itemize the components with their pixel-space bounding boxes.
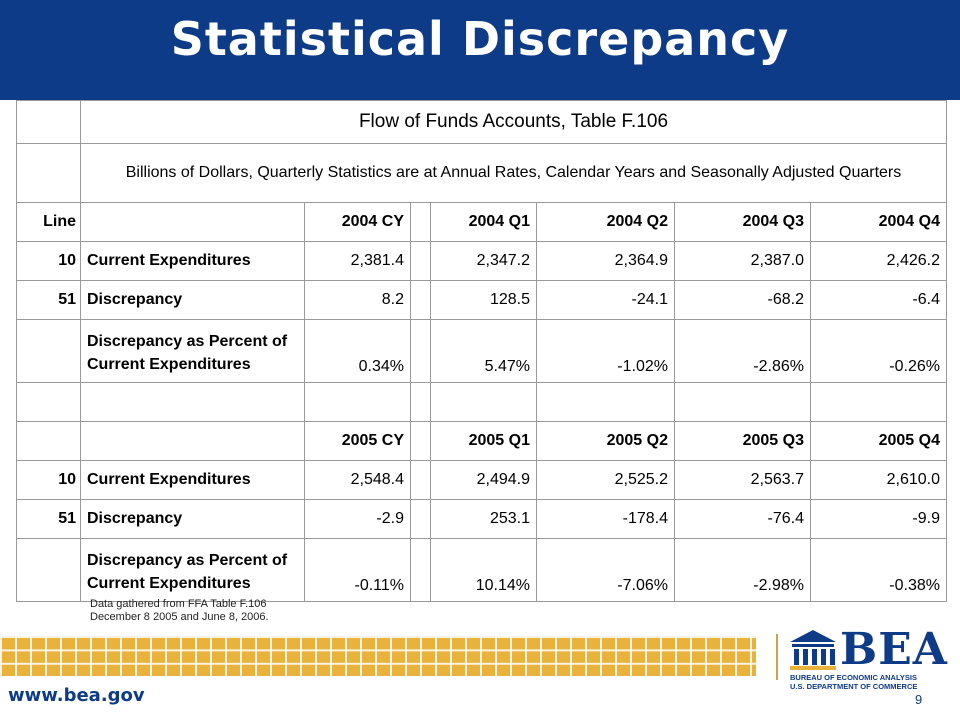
cell-value: -0.38% [810, 538, 947, 602]
column-header: 2005 CY [304, 421, 411, 461]
line-number: 51 [16, 280, 81, 320]
capitol-icon [790, 630, 836, 670]
logo-wordmark: BEA [840, 624, 948, 675]
cell-value: -1.02% [536, 319, 675, 383]
line-column-header: Line [16, 202, 81, 242]
source-note-line: December 8 2005 and June 8, 2006. [90, 611, 269, 623]
table-subtitle-row: Billions of Dollars, Quarterly Statistic… [16, 143, 947, 203]
flow-of-funds-table: Flow of Funds Accounts, Table F.106 Bill… [16, 100, 947, 602]
cell-value: 5.47% [430, 319, 537, 383]
website-link[interactable]: www.bea.gov [8, 685, 145, 706]
cell-value: -2.98% [674, 538, 811, 602]
cell-value: 253.1 [430, 499, 537, 539]
column-header: 2004 Q4 [810, 202, 947, 242]
cell-value: 10.14% [430, 538, 537, 602]
decorative-grid-banner [0, 636, 756, 676]
cell-value: -2.9 [304, 499, 411, 539]
line-number [16, 319, 81, 383]
column-header: 2004 Q3 [674, 202, 811, 242]
footer-divider [776, 634, 778, 680]
cell-value: 2,347.2 [430, 241, 537, 281]
column-header: 2005 Q1 [430, 421, 537, 461]
source-note: Data gathered from FFA Table F.106 Decem… [90, 598, 269, 624]
table-subtitle: Billions of Dollars, Quarterly Statistic… [80, 143, 947, 203]
cell-value: -24.1 [536, 280, 675, 320]
table-row: Discrepancy as Percent of Current Expend… [16, 319, 947, 383]
cell-value: -178.4 [536, 499, 675, 539]
cell-value: -6.4 [810, 280, 947, 320]
line-number [16, 538, 81, 602]
cell-value: -76.4 [674, 499, 811, 539]
cell-value: 2,381.4 [304, 241, 411, 281]
cell-value: 128.5 [430, 280, 537, 320]
logo-subtitle: U.S. DEPARTMENT OF COMMERCE [790, 682, 918, 691]
cell-value: -0.26% [810, 319, 947, 383]
table-title-row: Flow of Funds Accounts, Table F.106 [16, 100, 947, 144]
spacer-row [16, 382, 947, 422]
table-row: 10 Current Expenditures 2,548.4 2,494.9 … [16, 460, 947, 500]
table-row: Discrepancy as Percent of Current Expend… [16, 538, 947, 602]
cell-value: 2,387.0 [674, 241, 811, 281]
column-header: 2004 CY [304, 202, 411, 242]
cell-value: 2,525.2 [536, 460, 675, 500]
cell-value: -0.11% [304, 538, 411, 602]
row-label: Current Expenditures [80, 460, 305, 500]
logo-subtitle: BUREAU OF ECONOMIC ANALYSIS [790, 673, 917, 682]
cell-value: 8.2 [304, 280, 411, 320]
column-header: 2004 Q2 [536, 202, 675, 242]
cell-value: -7.06% [536, 538, 675, 602]
source-note-line: Data gathered from FFA Table F.106 [90, 598, 267, 610]
column-header: 2005 Q2 [536, 421, 675, 461]
row-label: Discrepancy as Percent of Current Expend… [80, 319, 305, 383]
cell-value: 2,548.4 [304, 460, 411, 500]
cell-value: -2.86% [674, 319, 811, 383]
page-title: Statistical Discrepancy [170, 12, 790, 66]
table-row: 51 Discrepancy 8.2 128.5 -24.1 -68.2 -6.… [16, 280, 947, 320]
cell-value: 2,426.2 [810, 241, 947, 281]
table-title: Flow of Funds Accounts, Table F.106 [80, 100, 947, 144]
line-number: 10 [16, 460, 81, 500]
cell-value: -9.9 [810, 499, 947, 539]
cell-value: -68.2 [674, 280, 811, 320]
line-number: 51 [16, 499, 81, 539]
column-header: 2004 Q1 [430, 202, 537, 242]
header-row-2005: 2005 CY 2005 Q1 2005 Q2 2005 Q3 2005 Q4 [16, 421, 947, 461]
bea-logo: BEA BUREAU OF ECONOMIC ANALYSIS U.S. DEP… [788, 624, 948, 691]
row-label: Discrepancy [80, 499, 305, 539]
row-label: Current Expenditures [80, 241, 305, 281]
table-row: 10 Current Expenditures 2,381.4 2,347.2 … [16, 241, 947, 281]
cell-value: 2,610.0 [810, 460, 947, 500]
cell-value: 2,563.7 [674, 460, 811, 500]
line-number: 10 [16, 241, 81, 281]
row-label: Discrepancy as Percent of Current Expend… [80, 538, 305, 602]
column-header: 2005 Q3 [674, 421, 811, 461]
title-bar: Statistical Discrepancy [0, 0, 960, 100]
row-label: Discrepancy [80, 280, 305, 320]
cell-value: 0.34% [304, 319, 411, 383]
header-row-2004: Line 2004 CY 2004 Q1 2004 Q2 2004 Q3 200… [16, 202, 947, 242]
cell-value: 2,364.9 [536, 241, 675, 281]
page-number: 9 [915, 692, 923, 707]
table-row: 51 Discrepancy -2.9 253.1 -178.4 -76.4 -… [16, 499, 947, 539]
column-header: 2005 Q4 [810, 421, 947, 461]
cell-value: 2,494.9 [430, 460, 537, 500]
